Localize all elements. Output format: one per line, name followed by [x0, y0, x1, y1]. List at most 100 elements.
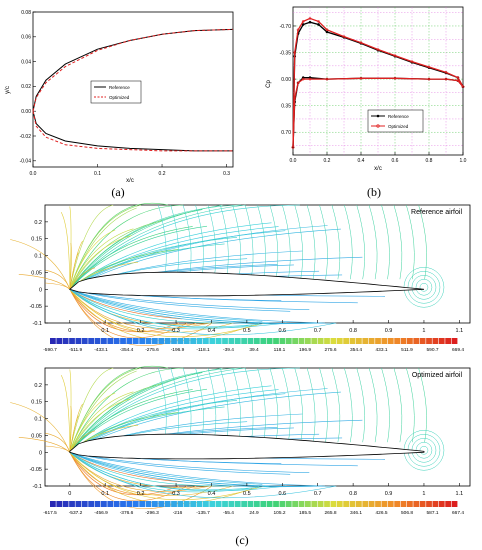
- opt-colorbar-cell: [190, 501, 197, 507]
- plot-b-point: [444, 70, 448, 74]
- ref-contour-line: [69, 204, 141, 290]
- ref-ytick-label: -0.1: [33, 321, 42, 327]
- ref-xtick-label: 0.5: [243, 328, 251, 334]
- opt-colorbar-cell: [81, 501, 88, 507]
- plot-b-point: [293, 51, 297, 54]
- opt-colorbar-cell: [285, 501, 292, 507]
- ref-contour-line: [331, 204, 341, 280]
- opt-xtick-label: 0.1: [101, 491, 109, 497]
- ref-colorbar-cell: [196, 338, 203, 344]
- ref-xtick-label: 0.6: [278, 328, 286, 334]
- ref-colorbar-label: -196.9: [171, 347, 185, 353]
- opt-contour-line: [69, 398, 132, 453]
- ref-xtick-label: 0: [68, 328, 71, 334]
- ref-colorbar-cell: [190, 338, 197, 344]
- opt-colorbar-cell: [305, 501, 311, 507]
- plot-b-point: [301, 23, 305, 26]
- plot-b-xlabel: x/c: [374, 166, 382, 172]
- opt-contour-line: [60, 374, 71, 453]
- ref-colorbar-label: -39.4: [223, 347, 234, 353]
- opt-colorbar-label: -296.3: [145, 510, 159, 516]
- ref-contour-line: [69, 226, 193, 290]
- caption-a: (a): [111, 185, 124, 199]
- plot-b-point: [427, 77, 431, 81]
- plot-b-point: [291, 146, 295, 149]
- ref-colorbar-label: 511.9: [401, 347, 413, 353]
- ref-colorbar-cell: [451, 338, 458, 344]
- plot-b-xtick-label: 1.0: [460, 158, 467, 164]
- ref-contour-ring: [407, 271, 441, 304]
- ref-colorbar-label: -433.1: [94, 347, 108, 353]
- opt-contour-line: [69, 452, 263, 485]
- ref-colorbar-cell: [94, 338, 101, 344]
- opt-contour-line: [319, 367, 328, 443]
- opt-contour-line: [69, 389, 193, 453]
- ref-contour-line: [220, 204, 229, 280]
- ref-colorbar-cell: [241, 338, 248, 344]
- ref-colorbar-cell: [279, 338, 286, 344]
- opt-contour-line: [69, 452, 183, 483]
- plot-a-ytick-label: 0.04: [21, 59, 31, 65]
- ref-contour-line: [406, 204, 415, 280]
- opt-contour-line: [69, 452, 264, 501]
- opt-colorbar-cell: [158, 501, 165, 507]
- opt-colorbar-cell: [349, 501, 356, 507]
- opt-colorbar-cell: [362, 501, 369, 507]
- caption-b: (b): [367, 185, 381, 199]
- plot-b-point: [325, 77, 329, 81]
- plot-a-ytick-label: -0.04: [20, 159, 32, 165]
- plot-b-point: [301, 77, 305, 81]
- ref-contour-line: [294, 204, 303, 280]
- ref-contour-line: [45, 282, 71, 290]
- ref-colorbar-cell: [413, 338, 420, 344]
- opt-colorbar-label: -376.6: [120, 510, 134, 516]
- plot-a-xtick-label: 0.0: [30, 171, 37, 177]
- ref-contour-line: [69, 289, 337, 336]
- opt-contour-line: [294, 367, 303, 443]
- ref-colorbar-cell: [356, 338, 362, 344]
- plot-b-xticks: 0.0 0.2 0.4 0.6 0.8 1.0: [290, 152, 467, 164]
- opt-colorbar-label: -216: [173, 510, 183, 516]
- opt-colorbar-cell: [356, 501, 362, 507]
- panel-b: -0.70 -0.35 0.00 0.35 0.70 0.0 0.2 0.4 0.6 0.8 1.…: [266, 6, 467, 199]
- opt-colorbar-label: -617.5: [43, 510, 57, 516]
- ref-colorbar-label: 39.4: [249, 347, 259, 353]
- ref-contour-line: [306, 204, 316, 280]
- opt-colorbar-cell: [126, 501, 133, 507]
- plot-b-point: [376, 48, 380, 51]
- ref-contour-line: [269, 204, 279, 280]
- ref-xtick-label: 0.9: [385, 328, 393, 334]
- ref-ytick-label: 0.1: [34, 254, 42, 260]
- opt-colorbar-label: -55.4: [223, 510, 234, 516]
- ref-colorbar-cell: [120, 338, 126, 344]
- plot-b-xtick-label: 0.0: [290, 158, 297, 164]
- ref-colorbar-cell: [113, 338, 120, 344]
- opt-contour-line: [282, 367, 291, 443]
- plot-b-grid: [293, 7, 463, 155]
- plot-b-point: [301, 20, 305, 23]
- ref-contour-line: [244, 204, 254, 280]
- plot-b-xtick-label: 0.8: [426, 158, 433, 164]
- opt-colorbar-cell: [183, 501, 190, 507]
- ref-contour-ring: [411, 275, 437, 300]
- ref-xtick-label: 0.1: [101, 328, 109, 334]
- opt-colorbar-cell: [50, 501, 56, 507]
- ref-colorbar-cell: [432, 338, 439, 344]
- legend-b-reference: Reference: [388, 114, 409, 119]
- plot-a-ytick-label: 0.08: [21, 10, 31, 16]
- opt-colorbar-label: 426.5: [375, 510, 387, 516]
- plot-b-point: [393, 76, 397, 80]
- opt-colorbar-label: 265.8: [324, 510, 336, 516]
- opt-colorbar-cell: [69, 501, 75, 507]
- opt-ytick-label: -0.1: [33, 484, 42, 490]
- ref-contour-line: [381, 204, 390, 280]
- ref-colorbar-label: 669.4: [452, 347, 464, 353]
- plot-a-frame: [32, 11, 234, 168]
- ref-contour-line: [45, 269, 71, 290]
- opt-colorbar-label: -537.2: [69, 510, 83, 516]
- opt-contour-line: [393, 367, 403, 443]
- plot-b-series-optimized-lower: [292, 77, 464, 148]
- opt-ytick-label: -0.05: [29, 467, 42, 473]
- ref-colorbar-cell: [75, 338, 82, 344]
